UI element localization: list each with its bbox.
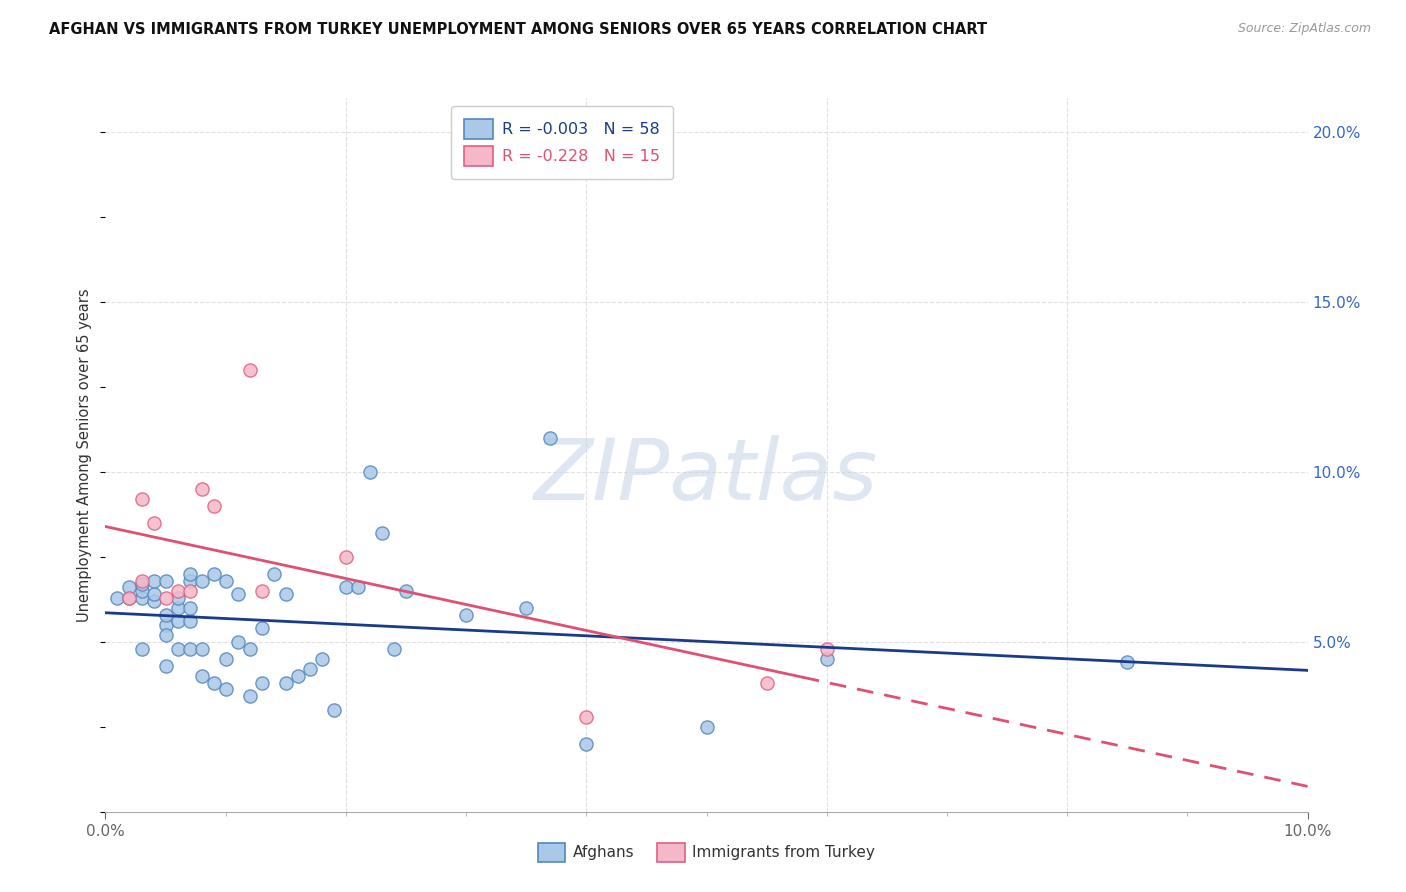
Point	[371, 526, 394, 541]
Point	[202, 675, 225, 690]
Point	[118, 581, 141, 595]
Point	[179, 641, 201, 656]
Point	[179, 566, 201, 581]
Point	[815, 652, 838, 666]
Point	[142, 516, 165, 530]
Point	[190, 482, 212, 496]
Point	[166, 641, 188, 656]
Point	[335, 581, 357, 595]
Point	[250, 583, 273, 598]
Point	[263, 566, 285, 581]
Point	[239, 641, 262, 656]
Point	[250, 675, 273, 690]
Point	[202, 566, 225, 581]
Point	[166, 591, 188, 605]
Point	[538, 431, 561, 445]
Point	[515, 600, 537, 615]
Point	[298, 662, 321, 676]
Point	[155, 574, 177, 588]
Point	[815, 641, 838, 656]
Point	[214, 682, 236, 697]
Point	[226, 635, 249, 649]
Point	[575, 737, 598, 751]
Point	[274, 587, 297, 601]
Point	[311, 652, 333, 666]
Point	[131, 574, 153, 588]
Point	[359, 465, 381, 479]
Point	[166, 600, 188, 615]
Point	[202, 499, 225, 513]
Point	[226, 587, 249, 601]
Point	[155, 591, 177, 605]
Point	[322, 703, 344, 717]
Point	[155, 658, 177, 673]
Point	[155, 617, 177, 632]
Point	[142, 574, 165, 588]
Point	[395, 583, 418, 598]
Point	[335, 549, 357, 564]
Point	[131, 583, 153, 598]
Point	[179, 574, 201, 588]
Point	[696, 720, 718, 734]
Point	[382, 641, 405, 656]
Point	[166, 615, 188, 629]
Point	[190, 641, 212, 656]
Point	[131, 577, 153, 591]
Point	[755, 675, 778, 690]
Point	[179, 600, 201, 615]
Point	[575, 709, 598, 723]
Point	[250, 621, 273, 635]
Point	[347, 581, 370, 595]
Point	[142, 594, 165, 608]
Point	[118, 591, 141, 605]
Point	[239, 363, 262, 377]
Y-axis label: Unemployment Among Seniors over 65 years: Unemployment Among Seniors over 65 years	[77, 288, 93, 622]
Text: Source: ZipAtlas.com: Source: ZipAtlas.com	[1237, 22, 1371, 36]
Point	[166, 583, 188, 598]
Point	[131, 492, 153, 507]
Point	[131, 591, 153, 605]
Point	[190, 574, 212, 588]
Point	[239, 689, 262, 703]
Point	[287, 669, 309, 683]
Text: ZIPatlas: ZIPatlas	[534, 434, 879, 518]
Point	[1116, 655, 1139, 669]
Point	[155, 628, 177, 642]
Text: AFGHAN VS IMMIGRANTS FROM TURKEY UNEMPLOYMENT AMONG SENIORS OVER 65 YEARS CORREL: AFGHAN VS IMMIGRANTS FROM TURKEY UNEMPLO…	[49, 22, 987, 37]
Point	[454, 607, 477, 622]
Point	[190, 669, 212, 683]
Point	[131, 641, 153, 656]
Point	[155, 607, 177, 622]
Legend: Afghans, Immigrants from Turkey: Afghans, Immigrants from Turkey	[531, 837, 882, 868]
Point	[118, 591, 141, 605]
Point	[214, 574, 236, 588]
Point	[179, 583, 201, 598]
Point	[107, 591, 129, 605]
Point	[274, 675, 297, 690]
Point	[142, 587, 165, 601]
Point	[214, 652, 236, 666]
Point	[179, 615, 201, 629]
